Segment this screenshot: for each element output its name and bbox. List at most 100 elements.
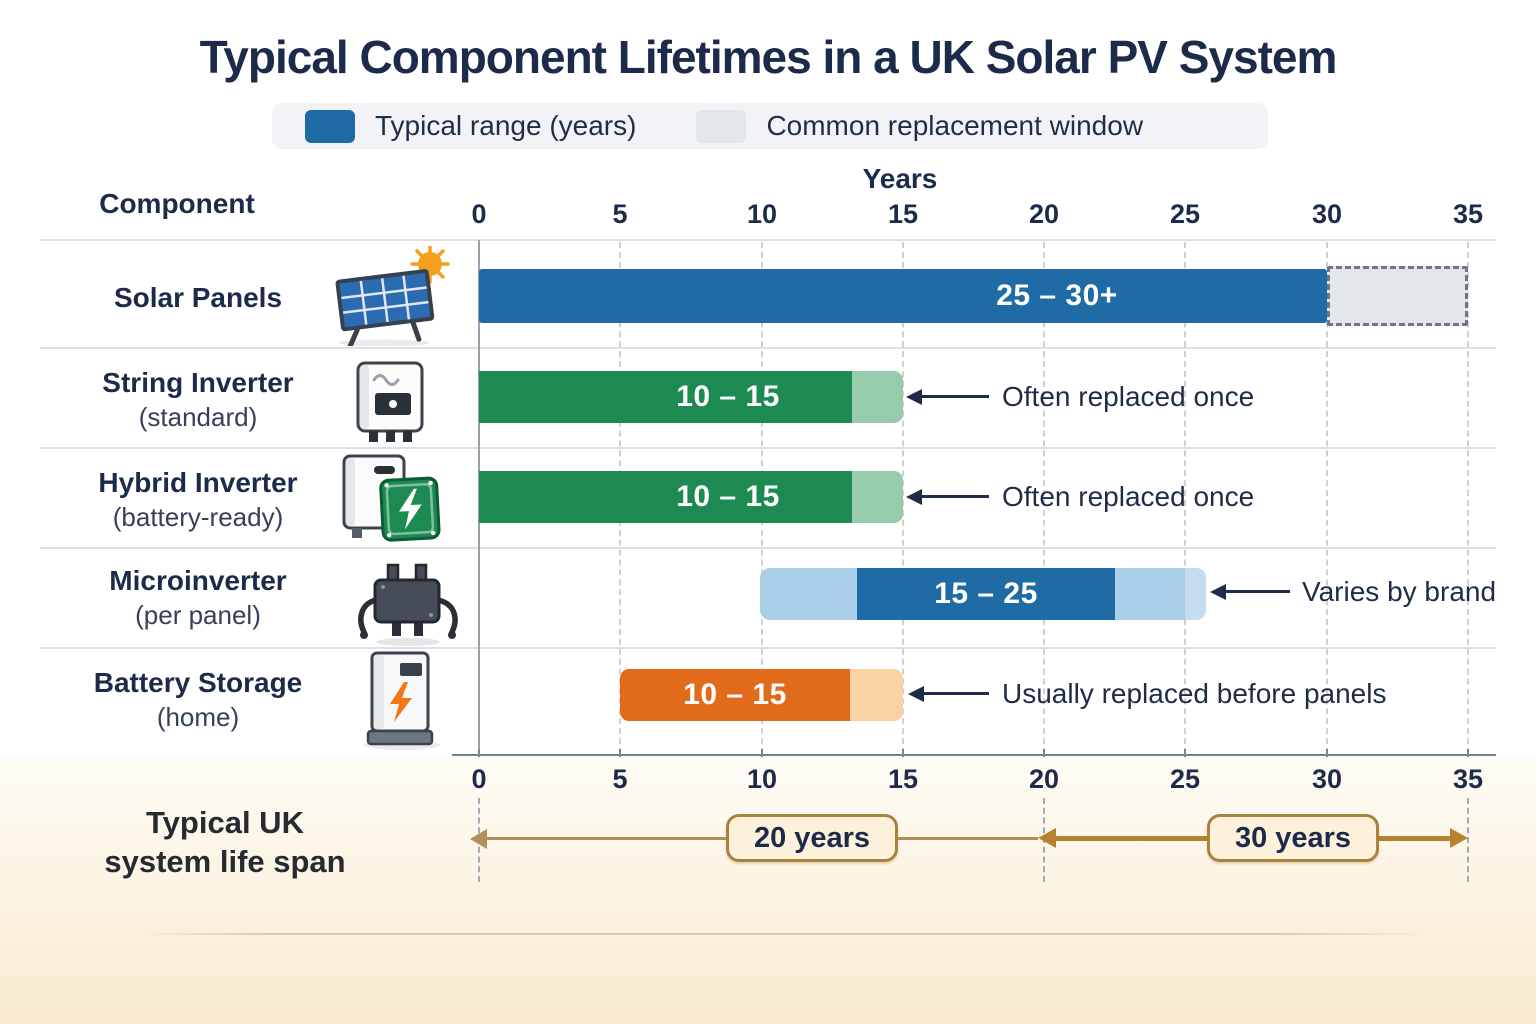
- page-title: Typical Component Lifetimes in a UK Sola…: [199, 31, 1338, 83]
- x-tick-bottom-30: 30: [1311, 764, 1343, 794]
- bar-value-label: 10 – 15: [676, 480, 780, 513]
- annotation-arrow-line: [921, 395, 989, 398]
- badge-20-years: 20 years: [726, 814, 898, 862]
- badge-30-years: 30 years: [1207, 814, 1379, 862]
- bar-string-inverter-typical: [479, 371, 852, 423]
- annotation-text: Varies by brand: [1302, 576, 1497, 607]
- lifespan-label: Typical UK system life span: [55, 803, 395, 881]
- axis-tick-mark: [1184, 749, 1186, 761]
- x-tick-bottom-0: 0: [471, 764, 487, 794]
- bar-value-label: 15 – 25: [934, 577, 1038, 610]
- component-name: Battery Storage: [93, 667, 303, 698]
- x-tick-top-10: 10: [746, 199, 778, 229]
- x-tick-top-15: 15: [887, 199, 919, 229]
- x-tick-top-30: 30: [1311, 199, 1343, 229]
- bar-value-label: 25 – 30+: [996, 279, 1118, 312]
- x-axis-title: Years: [862, 163, 938, 194]
- axis-tick-mark: [1326, 749, 1328, 761]
- row-separator: [40, 447, 1496, 449]
- x-tick-top-25: 25: [1169, 199, 1201, 229]
- bar-solar-typical: [479, 269, 1327, 323]
- row-label-battery-storage: Battery Storage (home): [48, 666, 348, 734]
- x-tick-bottom-35: 35: [1452, 764, 1484, 794]
- footer-dashed-line-35: [1467, 798, 1469, 882]
- legend-label-typical-range: Typical range (years): [375, 110, 637, 141]
- component-subtitle: (battery-ready): [112, 502, 284, 532]
- bar-string-inverter-replacement-window: [852, 371, 903, 423]
- solar-panel-icon: [335, 246, 450, 346]
- x-tick-top-5: 5: [612, 199, 628, 229]
- lifespan-label-line2: system life span: [104, 844, 346, 879]
- row-label-solar-panels: Solar Panels: [48, 281, 348, 315]
- bar-battery-replacement-window: [850, 669, 903, 721]
- hybrid-inverter-icon: [342, 454, 441, 542]
- lifespan-arrowhead-right-35: [1450, 828, 1468, 848]
- row-separator: [40, 647, 1496, 649]
- gridline-30: [1326, 242, 1328, 754]
- microinverter-icon: [358, 563, 458, 646]
- bar-hybrid-inverter-replacement-window: [852, 471, 903, 523]
- x-tick-bottom-25: 25: [1169, 764, 1201, 794]
- component-name: String Inverter: [102, 367, 294, 398]
- x-tick-bottom-20: 20: [1028, 764, 1060, 794]
- row-separator: [40, 547, 1496, 549]
- gridline-15: [902, 242, 904, 754]
- legend: Typical range (years) Common replacement…: [272, 103, 1268, 149]
- annotation-arrow-line: [923, 692, 989, 695]
- annotation-arrowhead: [906, 389, 922, 405]
- string-inverter-icon: [356, 361, 424, 442]
- component-subtitle: (standard): [138, 402, 258, 432]
- bar-microinverter-window-cap: [1185, 568, 1206, 620]
- lifespan-arrowhead-left-0: [470, 829, 487, 849]
- x-tick-bottom-5: 5: [612, 764, 628, 794]
- bar-solar-replacement-window: [1327, 266, 1468, 326]
- annotation-arrowhead: [906, 489, 922, 505]
- row-separator: [40, 239, 1496, 241]
- annotation-text: Usually replaced before panels: [1002, 678, 1387, 709]
- lifespan-arrowhead-left-20: [1038, 828, 1056, 848]
- axis-tick-mark: [478, 749, 480, 761]
- gridline-35: [1467, 242, 1469, 754]
- lifespan-label-line1: Typical UK: [146, 805, 304, 840]
- component-subtitle: (per panel): [135, 600, 261, 630]
- annotation-text: Often replaced once: [1002, 381, 1255, 412]
- legend-label-replacement-window: Common replacement window: [766, 110, 1144, 141]
- axis-tick-mark: [902, 749, 904, 761]
- decorative-divider: [140, 933, 1430, 935]
- x-tick-bottom-10: 10: [746, 764, 778, 794]
- bar-value-label: 10 – 15: [676, 380, 780, 413]
- footer-band: [0, 757, 1536, 1024]
- annotation-arrow-line: [1225, 590, 1290, 593]
- component-name: Microinverter: [109, 565, 287, 596]
- annotation-text: Often replaced once: [1002, 481, 1255, 512]
- legend-item-replacement: Common replacement window: [696, 109, 1144, 143]
- bar-battery-typical: [620, 669, 850, 721]
- component-name: Solar Panels: [113, 282, 283, 313]
- x-tick-top-20: 20: [1028, 199, 1060, 229]
- gridline-25: [1184, 242, 1186, 754]
- row-label-hybrid-inverter: Hybrid Inverter (battery-ready): [48, 466, 348, 534]
- legend-swatch-typical-range: [305, 109, 355, 143]
- x-tick-top-35: 35: [1452, 199, 1484, 229]
- component-subtitle: (home): [156, 702, 240, 732]
- x-axis-line: [452, 754, 1496, 756]
- axis-tick-mark: [761, 749, 763, 761]
- component-name: Hybrid Inverter: [98, 467, 298, 498]
- row-label-string-inverter: String Inverter (standard): [48, 366, 348, 434]
- gridline-20: [1043, 242, 1045, 754]
- x-tick-top-0: 0: [471, 199, 487, 229]
- bar-microinverter-typical: [857, 568, 1115, 620]
- legend-item-typical: Typical range (years): [305, 109, 637, 143]
- annotation-arrowhead: [1210, 584, 1226, 600]
- row-label-microinverter: Microinverter (per panel): [48, 564, 348, 632]
- axis-tick-mark: [1043, 749, 1045, 761]
- axis-tick-mark: [1467, 749, 1469, 761]
- legend-swatch-replacement-window: [696, 109, 747, 143]
- component-column-header: Component: [99, 188, 255, 219]
- annotation-arrowhead: [908, 686, 924, 702]
- battery-storage-icon: [364, 651, 440, 750]
- axis-tick-mark: [619, 749, 621, 761]
- x-tick-bottom-15: 15: [887, 764, 919, 794]
- bar-value-label: 10 – 15: [683, 678, 787, 711]
